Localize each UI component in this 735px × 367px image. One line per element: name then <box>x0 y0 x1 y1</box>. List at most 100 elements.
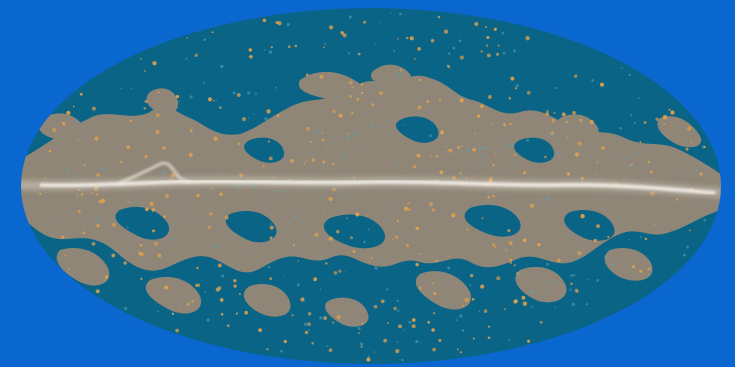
point-source <box>565 120 568 124</box>
faint-source <box>174 198 178 201</box>
point-source <box>398 324 402 329</box>
point-source <box>338 269 342 273</box>
faint-source <box>685 171 688 174</box>
faint-source <box>518 272 522 276</box>
point-source <box>303 162 306 165</box>
faint-source <box>587 278 589 281</box>
faint-source <box>346 193 350 197</box>
point-source <box>435 154 439 158</box>
point-source <box>492 123 494 126</box>
point-source <box>269 277 273 281</box>
point-source <box>139 244 143 247</box>
point-source <box>440 130 445 135</box>
point-source <box>311 341 315 345</box>
point-source <box>262 18 267 23</box>
faint-source <box>49 217 51 220</box>
point-source <box>239 173 244 178</box>
faint-source <box>473 167 476 170</box>
point-source <box>144 100 148 103</box>
point-source <box>126 145 131 150</box>
faint-source <box>331 143 334 145</box>
point-source <box>480 104 484 109</box>
point-source <box>236 93 241 97</box>
unmasked-patch <box>515 266 567 303</box>
faint-source <box>397 72 402 76</box>
faint-source <box>243 252 245 254</box>
point-source <box>439 170 444 175</box>
faint-source <box>570 274 574 277</box>
faint-source <box>124 306 128 311</box>
faint-source <box>172 238 176 242</box>
point-source <box>297 260 300 262</box>
masked-hole <box>323 214 386 249</box>
point-source <box>699 172 703 176</box>
point-source <box>349 95 352 98</box>
point-source <box>553 112 556 114</box>
faint-source <box>596 279 599 282</box>
point-source <box>242 117 247 122</box>
point-source <box>470 274 474 278</box>
point-source <box>438 98 442 102</box>
point-source <box>447 65 451 69</box>
point-source <box>596 161 599 164</box>
faint-source <box>470 160 472 163</box>
point-source <box>497 44 500 47</box>
point-source <box>291 314 294 317</box>
point-source <box>233 279 237 283</box>
faint-source <box>639 236 642 239</box>
point-source <box>380 299 385 304</box>
point-source <box>459 55 464 60</box>
point-source <box>596 224 600 228</box>
faint-source <box>203 38 207 42</box>
faint-source <box>326 344 329 347</box>
faint-source <box>531 305 534 308</box>
point-source <box>566 136 569 139</box>
point-source <box>472 337 475 340</box>
unmasked-patch <box>38 113 83 141</box>
point-source <box>459 172 462 175</box>
faint-source <box>181 190 184 193</box>
faint-source <box>447 266 451 270</box>
point-source <box>162 146 166 150</box>
galactic-plane <box>21 161 721 198</box>
faint-source <box>379 22 381 24</box>
faint-source <box>141 205 143 208</box>
point-source <box>154 241 158 246</box>
point-source <box>386 322 389 324</box>
faint-source <box>481 154 485 158</box>
point-source <box>262 165 265 168</box>
point-source <box>105 275 109 279</box>
galactic-spur <box>117 161 191 186</box>
point-source <box>207 225 211 229</box>
faint-source <box>94 128 96 131</box>
unmasked-patch <box>657 116 702 148</box>
point-source <box>307 312 312 316</box>
point-source <box>487 325 491 328</box>
point-source <box>414 57 416 60</box>
point-source <box>551 118 556 123</box>
point-source <box>351 86 354 89</box>
point-source <box>415 226 420 231</box>
point-source <box>561 112 566 117</box>
faint-source <box>374 266 376 268</box>
point-source <box>607 235 610 238</box>
point-source <box>220 313 224 316</box>
point-source <box>207 97 213 102</box>
point-source <box>448 148 453 153</box>
point-source <box>514 299 518 304</box>
point-source <box>427 320 431 324</box>
faint-source <box>319 257 322 260</box>
faint-source <box>303 322 308 326</box>
faint-source <box>296 283 300 287</box>
point-source <box>290 158 294 163</box>
point-source <box>526 90 531 95</box>
faint-source <box>324 43 327 46</box>
faint-source <box>130 87 132 90</box>
faint-source <box>447 52 451 55</box>
point-source <box>266 348 269 351</box>
point-source <box>508 241 513 246</box>
faint-source <box>347 52 351 55</box>
point-source <box>574 288 579 293</box>
point-source <box>237 142 241 146</box>
unmasked-patch <box>298 71 364 102</box>
